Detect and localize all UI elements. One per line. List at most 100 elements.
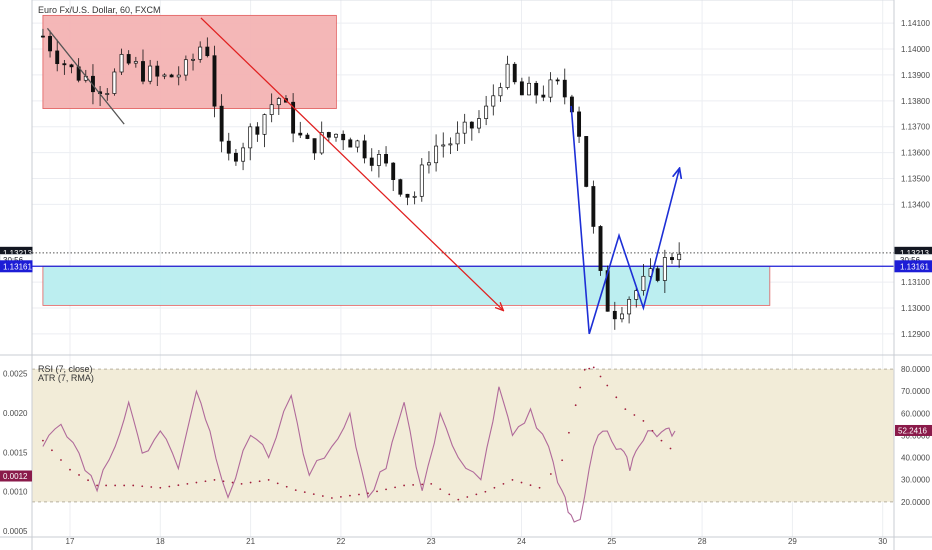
atr-series-dot xyxy=(549,473,552,475)
candle-body xyxy=(412,195,417,198)
rsi-axis-tick: 40.0000 xyxy=(901,454,930,463)
atr-series-dot xyxy=(330,497,333,499)
candle-body xyxy=(219,105,224,142)
atr-axis-tick: 0.0005 xyxy=(3,527,28,536)
atr-series-dot xyxy=(123,484,126,487)
candle-body xyxy=(119,54,124,73)
atr-series-dot xyxy=(249,481,252,484)
rsi-value-badge xyxy=(895,424,932,436)
atr-series-dot xyxy=(538,486,541,489)
chart-title: Euro Fx/U.S. Dollar, 60, FXCM xyxy=(38,5,161,15)
candle-body xyxy=(641,275,646,291)
atr-series-dot xyxy=(448,493,451,496)
atr-series-dot xyxy=(186,482,189,485)
atr-series-dot xyxy=(651,429,654,432)
candle-body xyxy=(255,126,260,135)
candle-body xyxy=(155,65,160,77)
candle-body xyxy=(448,143,453,146)
atr-value-badge-label: 0.0012 xyxy=(3,472,28,481)
candle-body xyxy=(40,35,45,38)
atr-series-dot xyxy=(579,386,582,389)
atr-series-dot xyxy=(114,484,117,487)
rsi-axis-tick: 70.0000 xyxy=(901,387,930,396)
candle-body xyxy=(562,79,567,98)
candle-body xyxy=(241,147,246,162)
candle-body xyxy=(334,133,338,138)
price-badge-right-label: 1.13213 xyxy=(900,249,929,258)
rsi-value-badge-label: 52.2416 xyxy=(898,426,927,435)
candle-body xyxy=(620,313,624,320)
candle-body xyxy=(348,139,353,148)
candle-body xyxy=(548,79,553,98)
atr-series-dot xyxy=(105,484,108,487)
candle-body xyxy=(434,145,439,164)
atr-series-dot xyxy=(258,480,261,483)
drawings-layer xyxy=(46,17,679,335)
y-tick-label: 1.13000 xyxy=(901,304,930,313)
candle-body xyxy=(226,140,231,154)
atr-series-dot xyxy=(592,366,595,369)
atr-axis-tick: 0.0025 xyxy=(3,370,28,379)
candle-body xyxy=(133,61,138,64)
atr-series-dot xyxy=(439,488,442,491)
atr-series-dot xyxy=(457,498,460,501)
atr-series-dot xyxy=(150,486,153,488)
y-tick-label: 1.13800 xyxy=(901,97,930,106)
trend-line xyxy=(46,27,125,125)
x-tick-label: 30 xyxy=(878,537,887,546)
atr-series-dot xyxy=(403,484,406,487)
rsi-band xyxy=(32,369,894,502)
candle-body xyxy=(455,132,460,145)
atr-axis-tick: 0.0015 xyxy=(3,448,28,457)
candle-body xyxy=(183,59,188,76)
candle-body xyxy=(198,46,203,60)
candle-body xyxy=(591,186,596,227)
atr-series-dot xyxy=(669,447,672,450)
candle-body xyxy=(405,193,410,198)
atr-series-dot xyxy=(51,449,53,452)
atr-series-dot xyxy=(42,439,44,442)
candle-body xyxy=(48,35,53,52)
atr-series-dot xyxy=(177,484,180,487)
x-tick-label: 25 xyxy=(607,537,616,546)
candle-body xyxy=(291,101,296,134)
atr-series-dot xyxy=(349,494,351,497)
atr-axis-tick: 0.0010 xyxy=(3,488,28,497)
atr-series-dot xyxy=(213,479,216,481)
candle-body xyxy=(191,58,195,61)
candle-body xyxy=(176,74,181,78)
price-badge-left xyxy=(0,260,33,273)
candle-body xyxy=(498,87,503,97)
atr-series-dot xyxy=(303,491,306,494)
candle-body xyxy=(491,95,496,107)
atr-series-dot xyxy=(484,490,487,493)
candle-body xyxy=(312,138,317,154)
y-tick-label: 1.13400 xyxy=(901,200,930,209)
price-badge-right-label: 1.13161 xyxy=(900,262,929,271)
candle-body xyxy=(212,55,217,107)
candle-body xyxy=(369,157,374,166)
x-tick-label: 28 xyxy=(698,537,707,546)
candle-body xyxy=(391,162,396,180)
candle-body xyxy=(462,121,467,134)
rsi-axis-tick: 80.0000 xyxy=(901,365,930,374)
candle-body xyxy=(341,133,346,141)
atr-series-dot xyxy=(493,486,496,489)
atr-series-dot xyxy=(204,480,207,483)
candle-body xyxy=(527,82,531,96)
rsi-axis-tick: 20.0000 xyxy=(901,498,930,507)
atr-series-dot xyxy=(633,414,636,416)
price-badge-right xyxy=(894,260,932,273)
rsi-legend: RSI (7, close) xyxy=(38,364,93,374)
atr-series-dot xyxy=(588,367,591,370)
atr-series-dot xyxy=(642,420,645,422)
candle-body xyxy=(634,290,639,300)
rsi-series-line xyxy=(42,386,676,523)
atr-value-badge xyxy=(0,470,32,482)
candle-body xyxy=(577,111,582,137)
atr-series-dot xyxy=(529,484,532,487)
atr-series-dot xyxy=(520,481,523,484)
rsi-axis-tick: 60.0000 xyxy=(901,409,930,418)
y-tick-label: 1.13600 xyxy=(901,149,930,158)
